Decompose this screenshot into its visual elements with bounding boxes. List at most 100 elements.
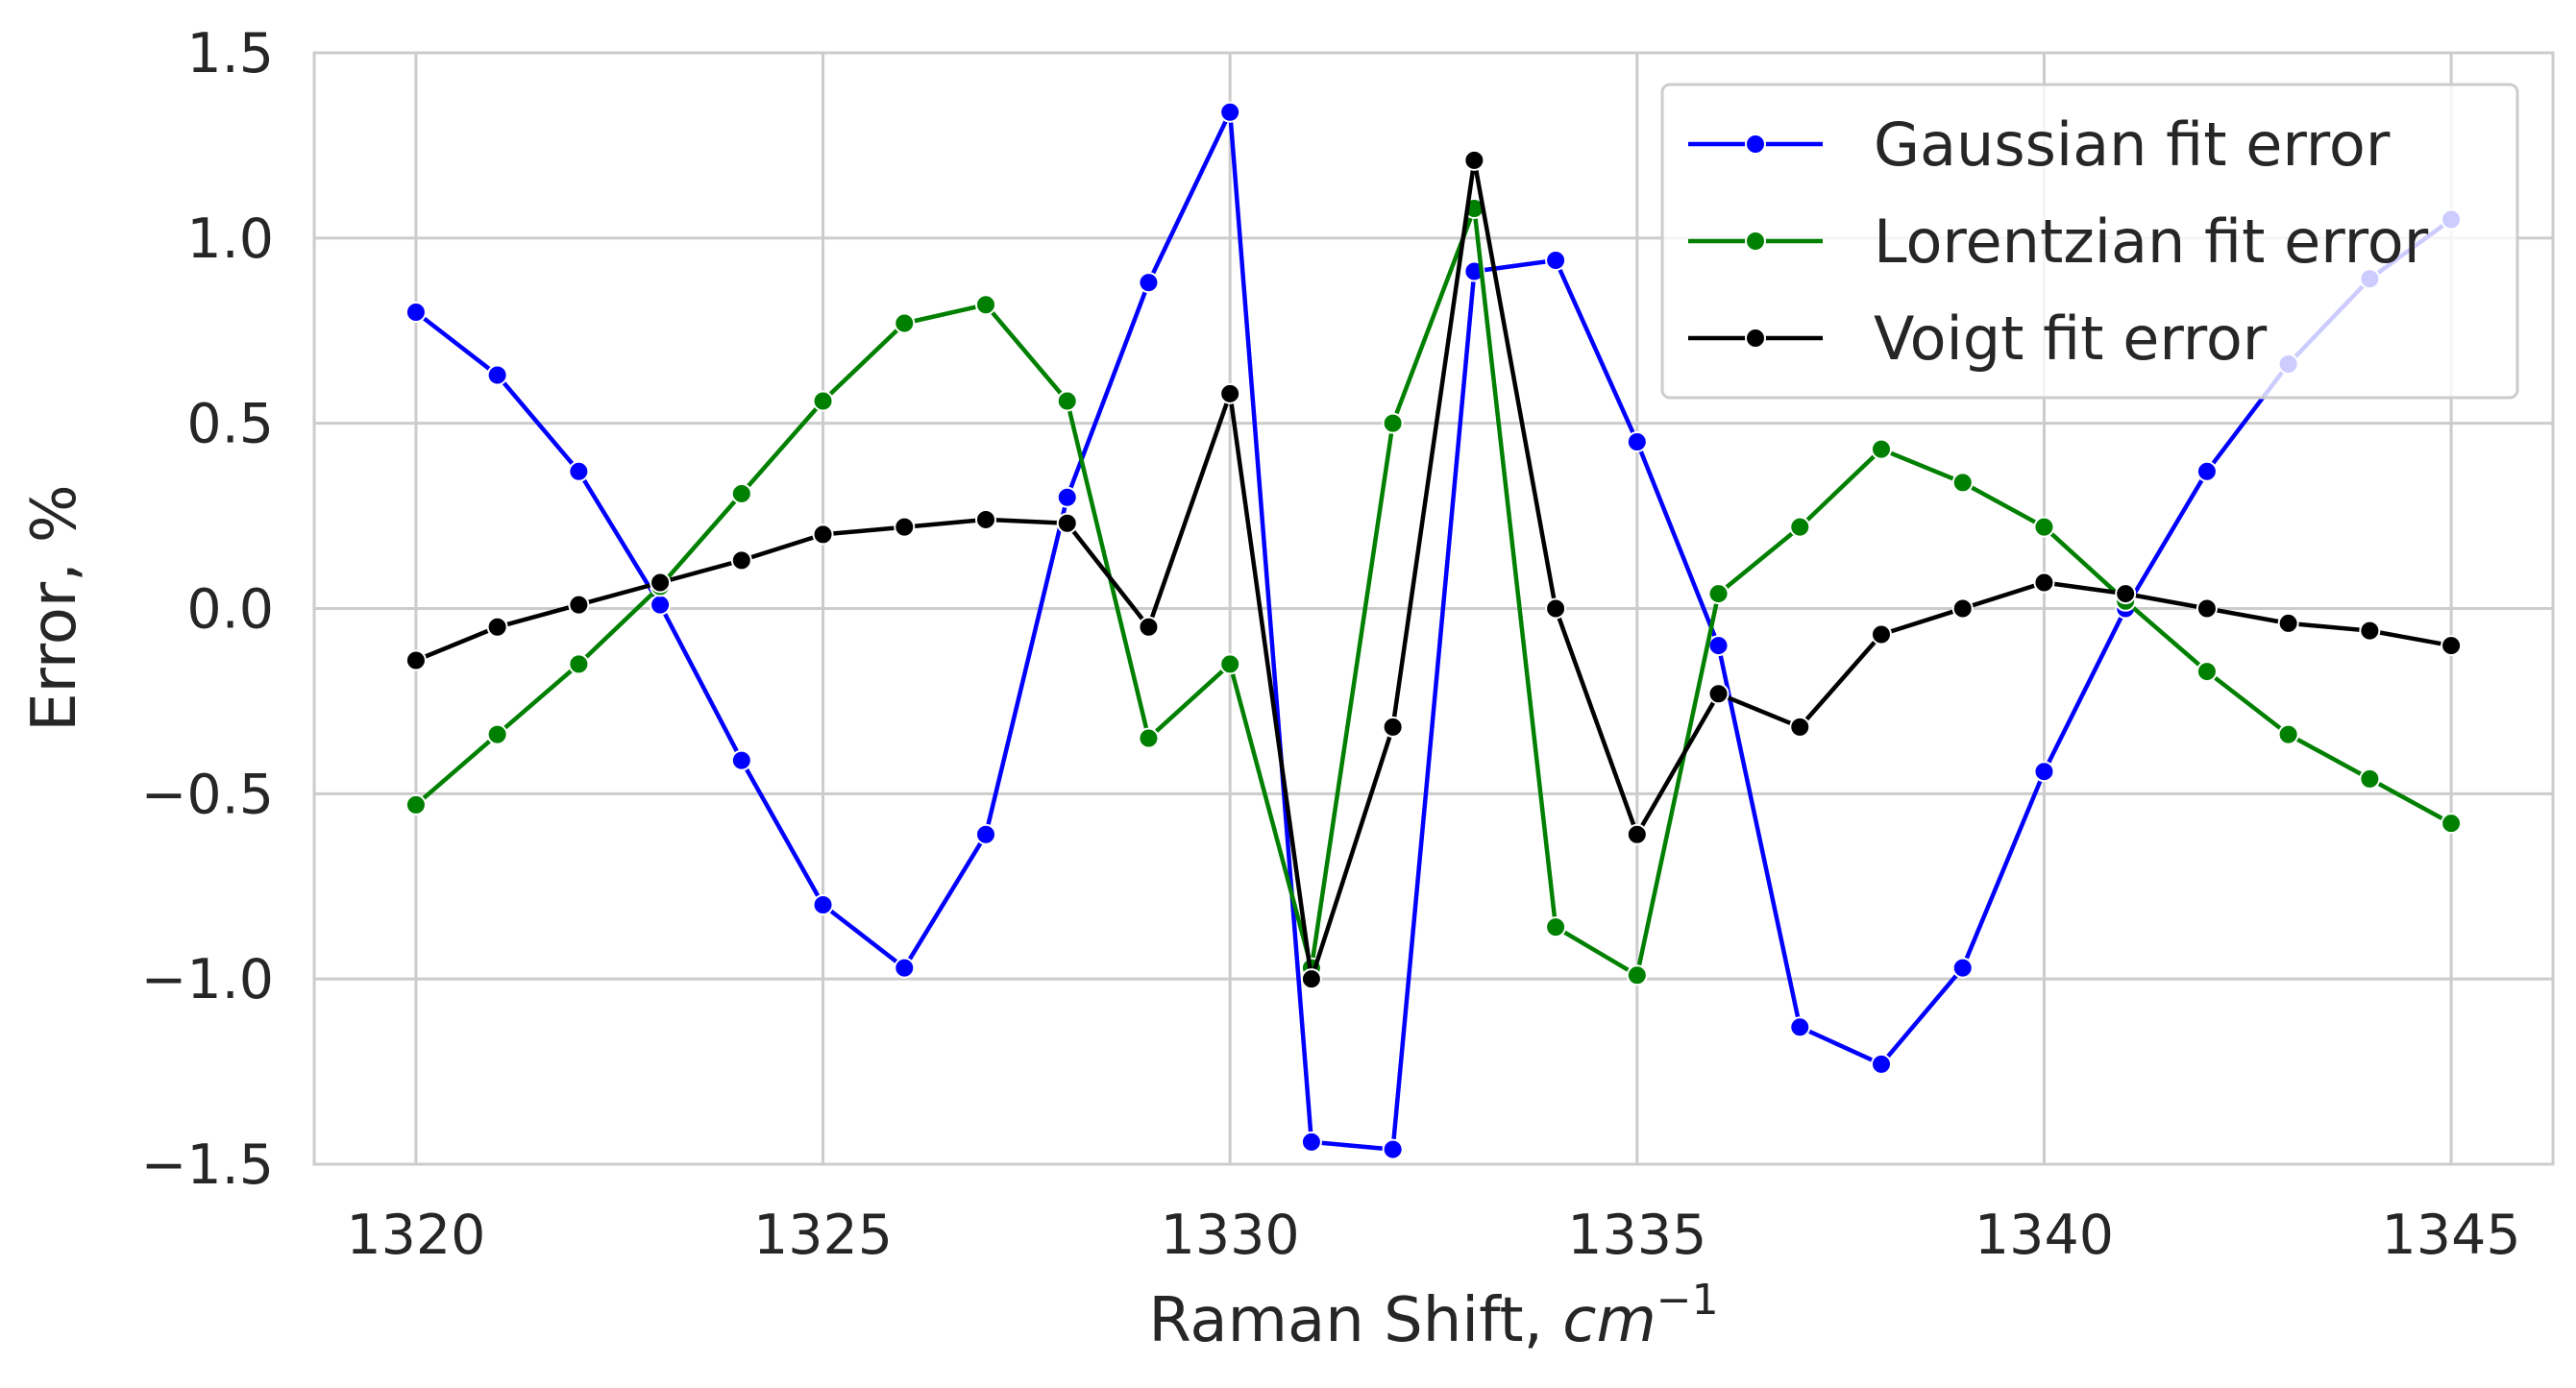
data-point	[2277, 723, 2299, 745]
data-point	[2441, 813, 2463, 835]
series-line	[414, 206, 2453, 978]
series-line	[415, 158, 2452, 982]
data-point	[2115, 583, 2137, 605]
x-tick-label: 1325	[753, 1204, 893, 1267]
data-point	[1626, 964, 1648, 986]
data-point	[975, 508, 996, 530]
data-point	[405, 793, 427, 816]
legend-entries: Gaussian fit error Lorentzian fit error Vo…	[1688, 110, 2429, 374]
data-point	[1300, 968, 1322, 990]
data-point	[1300, 1131, 1322, 1153]
data-point	[1626, 823, 1648, 845]
y-tick-label: 0.5	[186, 393, 274, 456]
x-axis-ticks: 1320 1325 1330 1335 1340 1345	[346, 1204, 2520, 1267]
data-point	[1871, 623, 1892, 645]
x-tick-label: 1340	[1975, 1204, 2114, 1267]
data-point	[1626, 430, 1648, 452]
data-point	[1951, 472, 1974, 494]
legend-marker	[1745, 328, 1766, 349]
x-tick-label: 1335	[1567, 1204, 1706, 1267]
data-point	[1056, 486, 1078, 508]
data-point	[1056, 390, 1078, 412]
data-point	[894, 312, 916, 334]
data-point	[1871, 438, 1892, 460]
data-point	[650, 572, 672, 594]
data-point	[2196, 597, 2218, 620]
data-point	[1951, 597, 1974, 620]
data-point	[2277, 612, 2299, 634]
data-point	[894, 516, 916, 538]
y-tick-label: −0.5	[141, 763, 274, 826]
data-point	[812, 524, 834, 546]
series-line	[414, 110, 2453, 1152]
y-tick-label: 1.5	[186, 22, 274, 85]
data-point	[2359, 767, 2381, 790]
y-axis-label: Error, %	[19, 484, 90, 732]
x-tick-label: 1330	[1161, 1204, 1300, 1267]
data-point	[1382, 1138, 1404, 1160]
legend-marker	[1745, 231, 1766, 252]
data-point	[1056, 512, 1078, 534]
data-point	[975, 294, 996, 316]
series-group	[405, 101, 2463, 1160]
data-point	[2033, 572, 2055, 594]
x-axis-label-text: Raman Shift,	[1148, 1285, 1562, 1356]
data-point	[2441, 635, 2463, 657]
data-point	[1789, 716, 1811, 738]
x-axis-label: Raman Shift, cm−1	[1148, 1276, 1718, 1356]
data-point	[1545, 916, 1567, 938]
legend-box	[1660, 83, 2519, 400]
x-axis-label-unit-exponent: −1	[1656, 1276, 1719, 1325]
data-point	[812, 894, 834, 916]
data-point	[1382, 716, 1404, 738]
data-point	[2196, 661, 2218, 683]
legend-entry: Voigt fit error	[1688, 304, 2268, 374]
data-point	[894, 957, 916, 979]
data-point	[568, 594, 590, 616]
data-point	[2033, 516, 2055, 538]
data-point	[1871, 1053, 1892, 1075]
legend: Gaussian fit error Lorentzian fit error Vo…	[1660, 83, 2519, 400]
y-axis-ticks: −1.5 −1.0 −0.5 0.0 0.5 1.0 1.5	[141, 22, 274, 1197]
data-point	[405, 301, 427, 323]
data-point	[486, 723, 508, 745]
legend-label: Lorentzian fit error	[1874, 207, 2429, 277]
data-point	[1707, 583, 1730, 605]
data-point	[1138, 272, 1160, 294]
data-point	[1545, 249, 1567, 271]
data-point	[1545, 597, 1567, 620]
data-point	[1951, 957, 1974, 979]
data-point	[1219, 653, 1241, 675]
data-point	[975, 823, 996, 845]
data-point	[1789, 516, 1811, 538]
data-point	[1138, 616, 1160, 638]
data-point	[2196, 460, 2218, 482]
data-point	[730, 482, 752, 504]
data-point	[568, 460, 590, 482]
data-point	[2359, 620, 2381, 642]
y-tick-label: −1.5	[141, 1133, 274, 1197]
legend-label: Voigt fit error	[1874, 304, 2268, 374]
data-point	[1707, 683, 1730, 705]
x-tick-label: 1320	[346, 1204, 485, 1267]
series-2	[405, 149, 2463, 990]
data-point	[486, 364, 508, 386]
data-point	[730, 749, 752, 771]
data-point	[486, 616, 508, 638]
legend-entry: Gaussian fit error	[1688, 110, 2391, 180]
data-point	[1707, 635, 1730, 657]
legend-entry: Lorentzian fit error	[1688, 207, 2429, 277]
data-point	[568, 653, 590, 675]
data-point	[730, 549, 752, 572]
data-point	[650, 594, 672, 616]
series-1	[405, 197, 2463, 986]
y-tick-label: 1.0	[186, 207, 274, 271]
y-tick-label: 0.0	[186, 578, 274, 642]
x-tick-label: 1345	[2382, 1204, 2521, 1267]
plot-frame	[312, 51, 2555, 1166]
data-point	[1789, 1016, 1811, 1038]
data-point	[1382, 412, 1404, 434]
x-axis-label-unit: cm	[1562, 1285, 1656, 1356]
data-point	[1463, 149, 1485, 171]
